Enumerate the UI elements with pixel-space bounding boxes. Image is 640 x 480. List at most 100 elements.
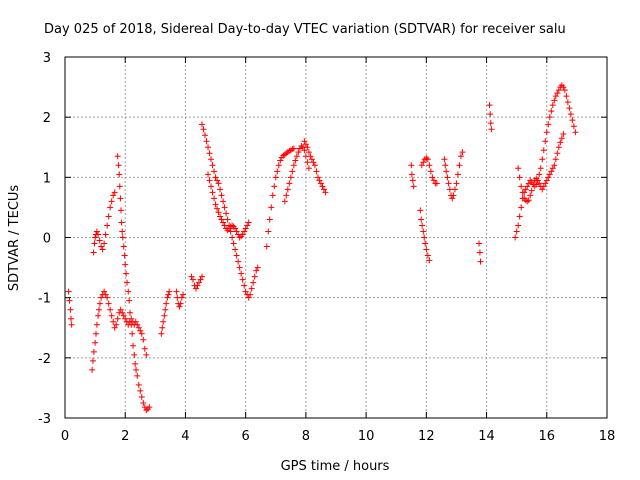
data-point <box>301 147 308 154</box>
data-point <box>516 174 523 181</box>
data-point <box>120 312 127 319</box>
data-point <box>295 149 302 156</box>
data-point <box>220 219 227 226</box>
data-point <box>554 90 561 97</box>
data-point <box>557 139 564 146</box>
data-point <box>283 192 290 199</box>
data-point <box>137 387 144 394</box>
data-point <box>451 186 458 193</box>
data-point <box>423 155 430 162</box>
data-point <box>92 234 99 241</box>
data-point <box>128 315 135 322</box>
y-tick-label: -2 <box>38 352 51 367</box>
data-point <box>229 234 236 241</box>
data-point <box>133 366 140 373</box>
data-point <box>212 201 219 208</box>
data-point <box>269 192 276 199</box>
data-point <box>199 273 206 280</box>
series-track-e <box>205 145 297 250</box>
data-point <box>301 138 308 145</box>
data-point <box>143 351 150 358</box>
data-point <box>158 330 165 337</box>
data-point <box>248 285 255 292</box>
data-point <box>427 168 434 175</box>
data-point <box>107 306 114 313</box>
data-point <box>563 93 570 100</box>
data-point <box>118 207 125 214</box>
data-point <box>305 165 312 172</box>
data-point <box>92 339 99 346</box>
y-tick-label: 0 <box>43 232 51 247</box>
data-point <box>229 222 236 229</box>
data-point <box>281 198 288 205</box>
data-point <box>116 171 123 178</box>
data-point <box>119 309 126 316</box>
data-point <box>217 213 224 220</box>
data-point <box>111 324 118 331</box>
data-point <box>236 264 243 271</box>
data-point <box>212 174 219 181</box>
data-point <box>536 171 543 178</box>
data-point <box>561 87 568 94</box>
data-point <box>202 132 209 139</box>
data-point <box>446 186 453 193</box>
data-point <box>211 168 218 175</box>
data-point <box>114 315 121 322</box>
data-point <box>104 294 111 301</box>
data-point <box>177 300 184 307</box>
data-point <box>552 93 559 100</box>
data-point <box>423 246 430 253</box>
data-point <box>96 300 103 307</box>
data-point <box>268 204 275 211</box>
data-point <box>519 189 526 196</box>
data-point <box>95 231 102 238</box>
data-point <box>119 228 126 235</box>
data-point <box>433 180 440 187</box>
series-track-i <box>515 131 567 205</box>
data-point <box>160 318 167 325</box>
data-point <box>284 186 291 193</box>
data-point <box>102 291 109 298</box>
data-point <box>319 183 326 190</box>
data-point <box>130 342 137 349</box>
data-point <box>215 180 222 187</box>
data-point <box>206 177 213 184</box>
data-point <box>146 404 153 411</box>
data-point <box>554 150 561 157</box>
data-point <box>218 216 225 223</box>
data-point <box>90 357 97 364</box>
data-point <box>95 312 102 319</box>
data-point <box>305 149 312 156</box>
data-point <box>120 243 127 250</box>
data-point <box>539 156 546 163</box>
data-point <box>409 177 416 184</box>
data-point <box>223 210 230 217</box>
data-point <box>141 345 148 352</box>
data-point <box>214 177 221 184</box>
data-point <box>290 145 297 152</box>
data-point <box>244 222 251 229</box>
data-point <box>129 330 136 337</box>
data-point <box>567 111 574 118</box>
data-point <box>522 186 529 193</box>
data-point <box>138 330 145 337</box>
data-point <box>286 180 293 187</box>
x-axis-label: GPS time / hours <box>281 459 390 474</box>
data-point <box>242 288 249 295</box>
data-point <box>292 157 299 164</box>
data-point <box>192 285 199 292</box>
data-point <box>542 180 549 187</box>
data-point <box>530 181 537 188</box>
data-point <box>93 330 100 337</box>
data-point <box>516 213 523 220</box>
data-point <box>417 207 424 214</box>
data-point <box>232 225 239 232</box>
data-point <box>430 177 437 184</box>
data-point <box>476 240 483 247</box>
data-point <box>265 228 272 235</box>
data-point <box>134 372 141 379</box>
data-point <box>205 171 212 178</box>
data-point <box>302 141 309 148</box>
data-point <box>422 240 429 247</box>
